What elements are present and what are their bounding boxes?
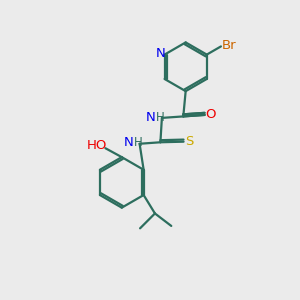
Text: H: H — [134, 136, 142, 149]
Text: HO: HO — [87, 139, 107, 152]
Text: H: H — [156, 110, 165, 124]
Text: N: N — [123, 136, 133, 149]
Text: S: S — [185, 135, 194, 148]
Text: N: N — [146, 110, 155, 124]
Text: N: N — [156, 46, 166, 60]
Text: Br: Br — [222, 39, 237, 52]
Text: O: O — [206, 108, 216, 122]
